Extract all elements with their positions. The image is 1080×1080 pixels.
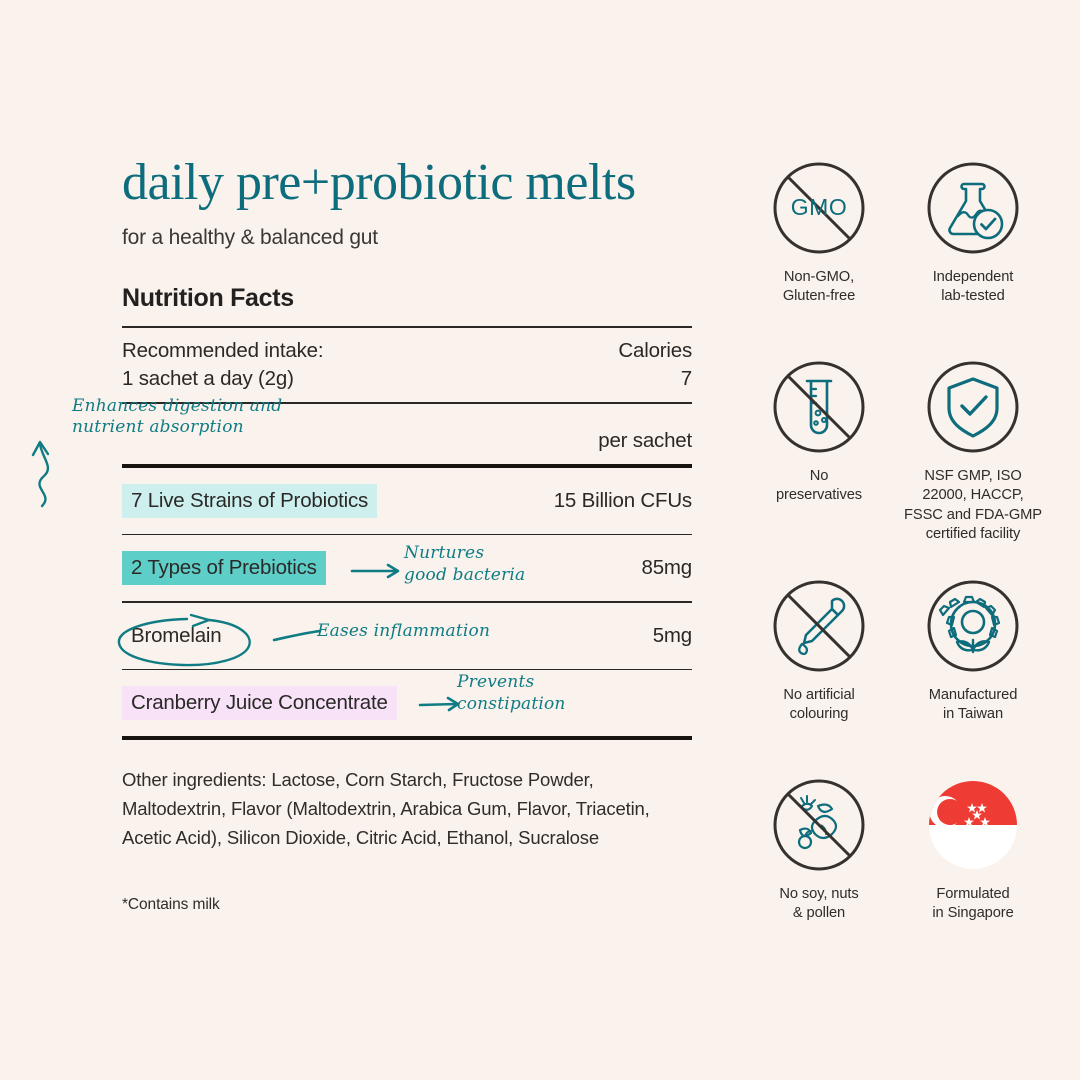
no-gmo-icon: GMO [771,160,867,256]
divider-thick-top [122,463,692,468]
calories-label: Calories [618,338,692,362]
ingredient-name: Bromelain [131,623,222,647]
badge-manufactured-taiwan: Manufactured in Taiwan [902,578,1044,773]
divider-thick-bottom [122,736,692,741]
per-serving-label: per sachet [598,428,692,452]
intake-value: 1 sachet a day (2g) [122,366,294,390]
ingredient-amount: 15 Billion CFUs [553,488,692,512]
arrow-line-icon [272,629,322,642]
intake-label: Recommended intake: [122,338,324,362]
singapore-flag-icon [925,777,1021,873]
no-preservatives-icon [771,359,867,455]
product-info-panel: daily pre+probiotic melts for a healthy … [31,154,692,914]
badge-cell: Formulated in Singapore [902,777,1044,972]
badge-cell: GMO Non-GMO, Gluten-free [748,160,890,355]
gear-leaf-icon [925,578,1021,674]
no-dropper-icon [771,578,867,674]
per-serving-row: Enhances digestion and nutrient absorpti… [31,396,692,507]
calories-value: 7 [680,366,692,390]
squiggly-arrow-icon [31,440,50,507]
ingredient-amount: 85mg [641,556,693,580]
ingredient-amount: 5mg [652,623,692,647]
divider-top [122,326,692,328]
badge-cell: No preservatives [748,359,890,574]
page-title: daily pre+probiotic melts [122,154,636,211]
badge-label: Manufactured in Taiwan [928,687,1018,723]
badge-label: NSF GMP, ISO 22000, HACCP, FSSC and FDA-… [904,468,1042,543]
product-tagline: for a healthy & balanced gut [122,226,378,250]
ingredient-name: 7 Live Strains of Probiotics [122,483,378,518]
badge-certified-facility: NSF GMP, ISO 22000, HACCP, FSSC and FDA-… [902,359,1044,574]
badge-lab-tested: Independent lab-tested [902,160,1044,355]
allergen-note: *Contains milk [122,896,220,914]
annotation-prevents-constipation: Prevents constipation [457,672,566,714]
badge-no-preservatives: No preservatives [748,359,890,574]
ingredient-name: Cranberry Juice Concentrate [122,686,397,721]
ingredient-row: Bromelain Eases inflammation 5mg [117,603,692,669]
annotation-nurtures: Nurtures good bacteria [404,543,526,585]
ingredient-row: 2 Types of Prebiotics Nurtures good bact… [122,535,692,601]
badge-cell: Manufactured in Taiwan [902,578,1044,773]
lab-flask-check-icon [925,160,1021,256]
badge-no-allergens: No soy, nuts & pollen [748,777,890,972]
certification-badges: GMO Non-GMO, Gluten-free Independent lab… [748,160,1042,972]
badge-non-gmo: GMO Non-GMO, Gluten-free [748,160,890,355]
annotation-eases-inflammation: Eases inflammation [317,620,491,641]
badge-label: Independent lab-tested [932,269,1014,305]
calories-block: Calories 7 [618,337,692,394]
divider-row-1 [122,533,692,536]
divider-row-3 [122,668,692,671]
ingredient-row: 7 Live Strains of Probiotics 15 Billion … [122,468,692,534]
badge-label: Formulated in Singapore [932,886,1014,922]
divider-after-intake [122,402,692,404]
badge-label: Non-GMO, Gluten-free [782,269,856,305]
badge-cell: No artificial colouring [748,578,890,773]
no-allergens-icon [771,777,867,873]
divider-row-2 [122,601,692,603]
badge-cell: Independent lab-tested [902,160,1044,355]
badge-label: No artificial colouring [783,687,855,723]
badge-formulated-singapore: Formulated in Singapore [902,777,1044,972]
badge-no-artificial-colouring: No artificial colouring [748,578,890,773]
badge-cell: No soy, nuts & pollen [748,777,890,972]
arrow-right-icon [350,564,400,579]
badge-cell: NSF GMP, ISO 22000, HACCP, FSSC and FDA-… [902,359,1044,574]
annotation-enhances-digestion: Enhances digestion and nutrient absorpti… [31,395,302,507]
other-ingredients-text: Other ingredients: Lactose, Corn Starch,… [122,769,650,848]
ingredient-row: Cranberry Juice Concentrate Prevents con… [122,670,692,736]
intake-text: Recommended intake: 1 sachet a day (2g) [122,337,324,394]
badge-label: No preservatives [775,468,863,504]
ingredient-name: 2 Types of Prebiotics [122,551,326,586]
annotation-text: Enhances digestion and nutrient absorpti… [72,395,283,437]
svg-text:GMO: GMO [791,194,847,220]
arrow-right-icon [418,697,460,712]
intake-row: Recommended intake: 1 sachet a day (2g) … [122,328,692,403]
shield-check-icon [925,359,1021,455]
badge-label: No soy, nuts & pollen [779,886,859,922]
nutrition-facts-heading: Nutrition Facts [122,284,294,313]
